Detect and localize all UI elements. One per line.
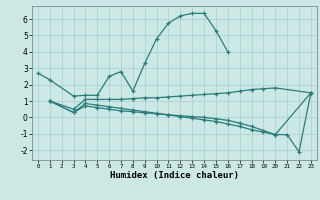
X-axis label: Humidex (Indice chaleur): Humidex (Indice chaleur) (110, 171, 239, 180)
